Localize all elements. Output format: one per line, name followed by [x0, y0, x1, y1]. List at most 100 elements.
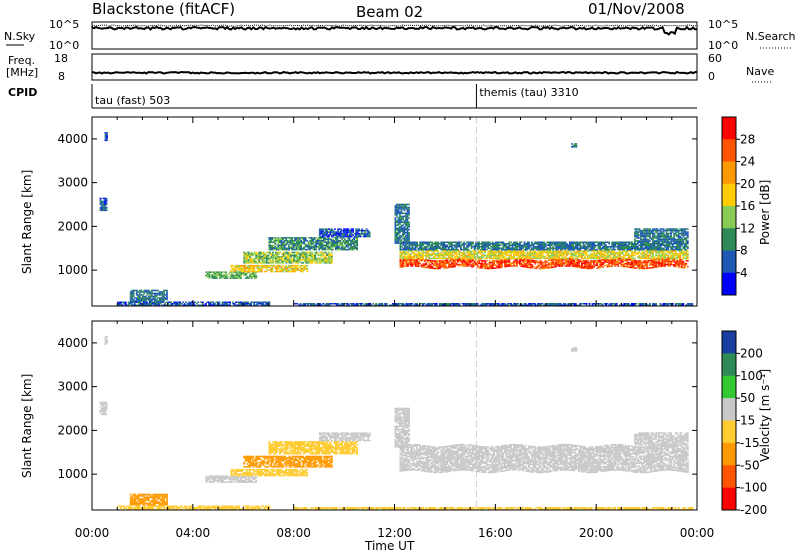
data-cell: [148, 289, 150, 292]
data-cell: [308, 253, 311, 255]
data-cell: [463, 241, 465, 243]
data-cell: [211, 277, 214, 279]
data-cell: [259, 269, 262, 271]
data-cell: [397, 224, 400, 226]
data-cell: [368, 231, 371, 233]
data-cell: [665, 257, 668, 260]
data-cell: [230, 264, 233, 267]
data-cell: [329, 257, 332, 260]
data-cell: [294, 251, 297, 254]
data-cell: [413, 251, 415, 254]
data-cell: [283, 246, 286, 248]
data-cell: [129, 297, 132, 299]
data-cell: [285, 264, 287, 267]
data-cell: [247, 264, 250, 267]
data-cell: [251, 301, 254, 303]
data-cell: [435, 257, 438, 260]
data-cell: [268, 248, 271, 251]
data-cell: [484, 246, 486, 248]
data-cell: [444, 264, 447, 266]
scatter-region: [205, 271, 258, 279]
data-cell: [306, 270, 309, 273]
data-cell: [217, 274, 220, 276]
data-cell: [271, 267, 274, 270]
data-cell: [221, 301, 224, 303]
data-cell: [677, 264, 680, 267]
data-cell: [353, 238, 355, 240]
data-cell: [520, 247, 523, 249]
data-cell: [460, 244, 462, 246]
data-cell: [467, 248, 470, 251]
data-cell: [552, 248, 555, 251]
data-cell: [662, 243, 665, 245]
data-cell: [296, 253, 298, 255]
data-cell: [285, 257, 288, 260]
data-cell: [159, 301, 162, 303]
data-cell: [273, 264, 275, 267]
data-cell: [318, 232, 321, 235]
data-cell: [399, 257, 402, 260]
data-cell: [562, 263, 565, 266]
data-cell: [289, 267, 292, 270]
data-cell: [302, 256, 304, 258]
data-cell: [670, 241, 673, 243]
data-cell: [505, 244, 508, 246]
data-cell: [513, 263, 515, 266]
data-cell: [208, 271, 211, 273]
data-cell: [508, 248, 511, 251]
data-cell: [286, 237, 289, 239]
data-cell: [106, 132, 108, 134]
data-cell: [266, 266, 269, 268]
data-cell: [143, 297, 146, 299]
data-cell: [493, 263, 496, 265]
data-cell: [617, 254, 620, 257]
data-cell: [201, 304, 204, 306]
data-cell: [508, 251, 511, 254]
data-cell: [216, 275, 218, 278]
data-cell: [399, 215, 401, 218]
data-cell: [225, 275, 227, 278]
data-cell: [265, 267, 268, 270]
data-cell: [179, 301, 181, 303]
data-cell: [405, 205, 407, 207]
data-cell: [346, 234, 348, 236]
data-cell: [276, 251, 279, 254]
freq-trace: [91, 70, 698, 75]
data-cell: [478, 244, 480, 246]
data-cell: [470, 247, 473, 249]
data-cell: [330, 248, 333, 251]
data-cell: [307, 243, 310, 245]
data-cell: [682, 256, 685, 258]
data-cell: [331, 260, 333, 263]
data-cell: [437, 250, 440, 252]
data-cell: [323, 256, 326, 258]
data-cell: [165, 301, 168, 303]
data-cell: [105, 203, 108, 206]
data-cell: [292, 267, 295, 270]
data-cell: [617, 259, 620, 261]
data-cell: [235, 270, 237, 273]
data-cell: [288, 240, 290, 242]
data-cell: [208, 303, 210, 305]
data-cell: [629, 248, 632, 251]
data-cell: [129, 301, 132, 303]
data-cell: [323, 262, 326, 264]
data-cell: [301, 264, 304, 267]
data-cell: [198, 304, 201, 306]
data-cell: [285, 248, 287, 251]
data-cell: [136, 301, 139, 303]
data-cell: [293, 260, 295, 263]
data-cell: [321, 244, 324, 246]
data-cell: [408, 212, 410, 215]
data-cell: [299, 253, 301, 255]
data-cell: [297, 241, 299, 243]
data-cell: [316, 241, 319, 243]
data-cell: [618, 254, 621, 257]
data-cell: [247, 269, 250, 271]
data-cell: [310, 240, 313, 242]
data-cell: [275, 251, 277, 254]
data-cell: [238, 274, 241, 276]
data-cell: [679, 256, 682, 258]
data-cell: [549, 246, 552, 248]
data-cell: [335, 246, 337, 248]
